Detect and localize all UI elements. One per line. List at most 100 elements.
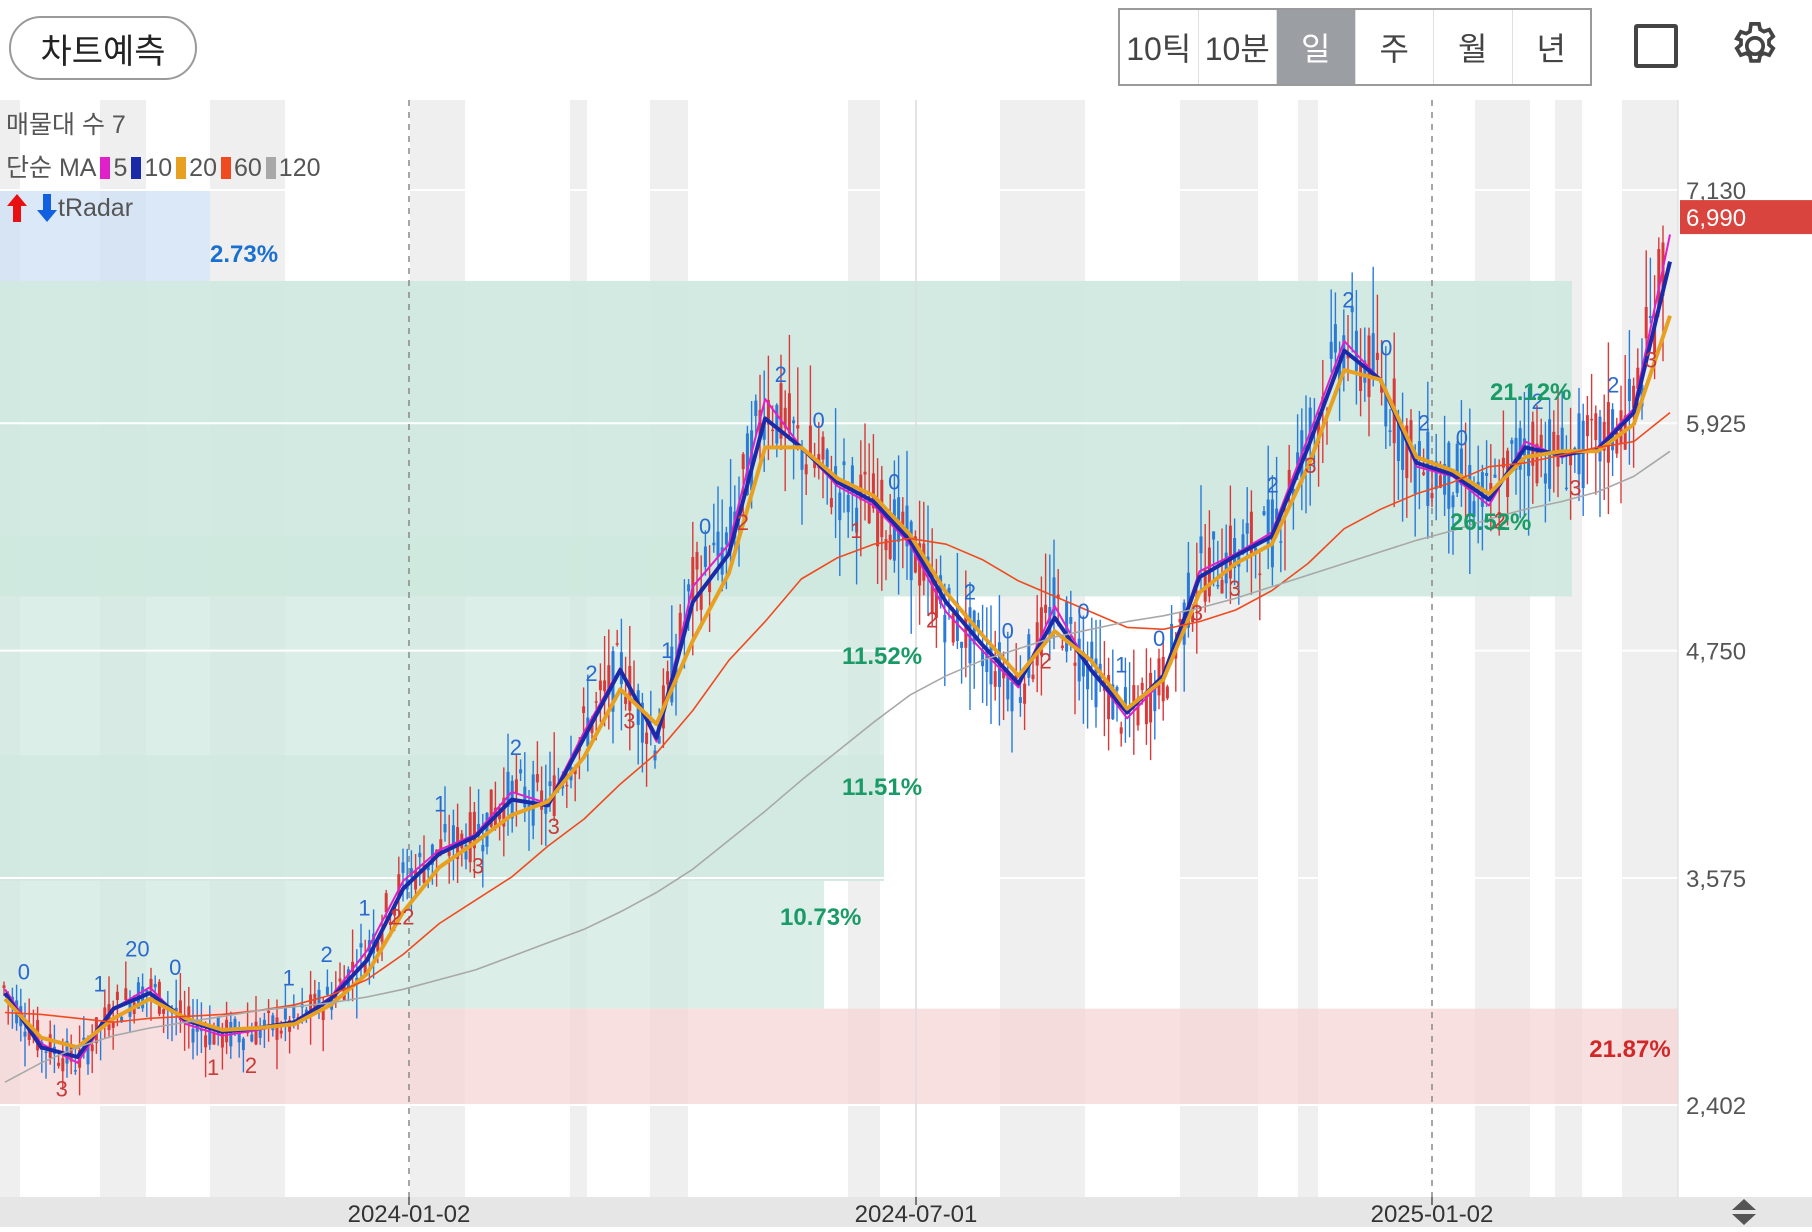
candle-body: [1585, 415, 1589, 437]
tab-10-tick[interactable]: 10틱: [1120, 10, 1199, 84]
signal-label: 2: [245, 1053, 257, 1078]
candle-body: [1451, 495, 1455, 508]
candle-body: [813, 458, 817, 469]
tab-week[interactable]: 주: [1356, 10, 1434, 84]
x-tick-label: 2025-01-02: [1371, 1201, 1494, 1227]
candle-body: [796, 425, 800, 429]
candle-body: [993, 671, 997, 687]
candle-body: [867, 502, 871, 524]
candle-body: [1388, 430, 1392, 432]
candle-body: [1539, 434, 1543, 449]
signal-label: 1: [93, 972, 105, 997]
candle-body: [317, 989, 321, 1012]
candle-body: [233, 1018, 237, 1032]
candle-body: [502, 797, 506, 827]
candle-body: [191, 1028, 195, 1043]
chart-area[interactable]: 0 3 1 20 0 1 2 1 2 1 22 1 3 2 3 2 3 1 0 2 2 0 1 0 2 2 0 2 0 1 0 3 3 2 3 2 0 2…: [0, 100, 1812, 1228]
candle-body: [808, 425, 812, 457]
candle-body: [1560, 427, 1564, 459]
candle-body: [1371, 333, 1375, 377]
candle-body: [73, 1070, 77, 1072]
candle-body: [162, 1009, 166, 1014]
signal-label: 2: [510, 735, 522, 760]
candle-body: [103, 1007, 107, 1024]
candle-body: [397, 874, 401, 899]
candle-body: [540, 790, 544, 810]
signal-label: 3: [1304, 453, 1316, 478]
candle-body: [514, 779, 518, 794]
volume-profile-percent: 21.12%: [1490, 379, 1571, 406]
candle-body: [1455, 443, 1459, 494]
candle-body: [1212, 531, 1216, 540]
candle-body: [645, 732, 649, 744]
volume-profile-label: 매물대 수 7: [6, 111, 126, 139]
candle-body: [1527, 444, 1531, 476]
x-axis-strip: [0, 1197, 1812, 1227]
candle-body: [1543, 473, 1547, 484]
signal-label: 0: [1077, 599, 1089, 624]
candle-body: [775, 404, 779, 444]
candle-body: [44, 1051, 48, 1053]
candle-body: [850, 465, 854, 486]
candle-body: [1573, 447, 1577, 450]
signal-label: 2: [1039, 648, 1051, 673]
candle-body: [699, 587, 703, 610]
candle-body: [363, 961, 367, 974]
signal-label: 2: [1418, 411, 1430, 436]
signal-label: 2: [737, 510, 749, 535]
signal-label: 3: [472, 854, 484, 879]
candle-body: [519, 769, 523, 774]
current-price-tag: [1680, 200, 1812, 235]
candle-body: [1115, 686, 1119, 691]
candle-body: [615, 643, 619, 645]
candle-body: [804, 464, 808, 475]
candle-body: [964, 612, 968, 648]
candle-body: [321, 1008, 325, 1021]
ma-120-line: [4, 450, 1671, 1083]
candle-body: [708, 581, 712, 593]
candle-body: [481, 844, 485, 852]
signal-label: 3: [1229, 576, 1241, 601]
candle-body: [1636, 367, 1640, 389]
candle-body: [863, 471, 867, 475]
candle-body: [187, 1006, 191, 1024]
gear-icon[interactable]: [1727, 18, 1783, 74]
candle-body: [1220, 579, 1224, 594]
candle-body: [1564, 487, 1568, 490]
candle-body: [1333, 324, 1337, 353]
chart-predict-button[interactable]: 차트예측: [9, 16, 197, 80]
candle-body: [640, 702, 644, 743]
candle-body: [283, 1008, 287, 1020]
candle-body: [451, 825, 455, 849]
candle-body: [120, 1017, 124, 1023]
candle-body: [1228, 525, 1232, 579]
candle-body: [1132, 685, 1136, 708]
candle-body: [1023, 683, 1027, 704]
candle-body: [968, 607, 972, 664]
candle-body: [48, 1034, 52, 1058]
tab-10-minute[interactable]: 10분: [1199, 10, 1277, 84]
tab-year[interactable]: 년: [1536, 31, 1566, 67]
candle-body: [1031, 674, 1035, 680]
candle-body: [1249, 511, 1253, 555]
volume-profile-percent: 21.87%: [1589, 1036, 1670, 1063]
candle-body: [439, 839, 443, 853]
candle-body: [82, 1037, 86, 1041]
signal-label: 3: [1645, 348, 1657, 373]
candle-body: [426, 864, 430, 871]
candle-body: [1653, 324, 1657, 353]
tradar-label: tRadar: [58, 194, 134, 222]
candle-body: [531, 774, 535, 826]
candle-body: [1594, 413, 1598, 441]
candle-body: [1006, 676, 1010, 700]
fullscreen-square-icon[interactable]: [1634, 24, 1678, 68]
signal-label: 1: [358, 896, 370, 921]
candle-body: [934, 588, 938, 618]
tab-month[interactable]: 월: [1434, 10, 1513, 84]
candle-body: [1094, 658, 1098, 708]
signal-label: 3: [1191, 601, 1203, 626]
tab-day[interactable]: 일: [1277, 10, 1356, 84]
signal-label: 2: [964, 579, 976, 604]
candle-body: [254, 1021, 258, 1045]
